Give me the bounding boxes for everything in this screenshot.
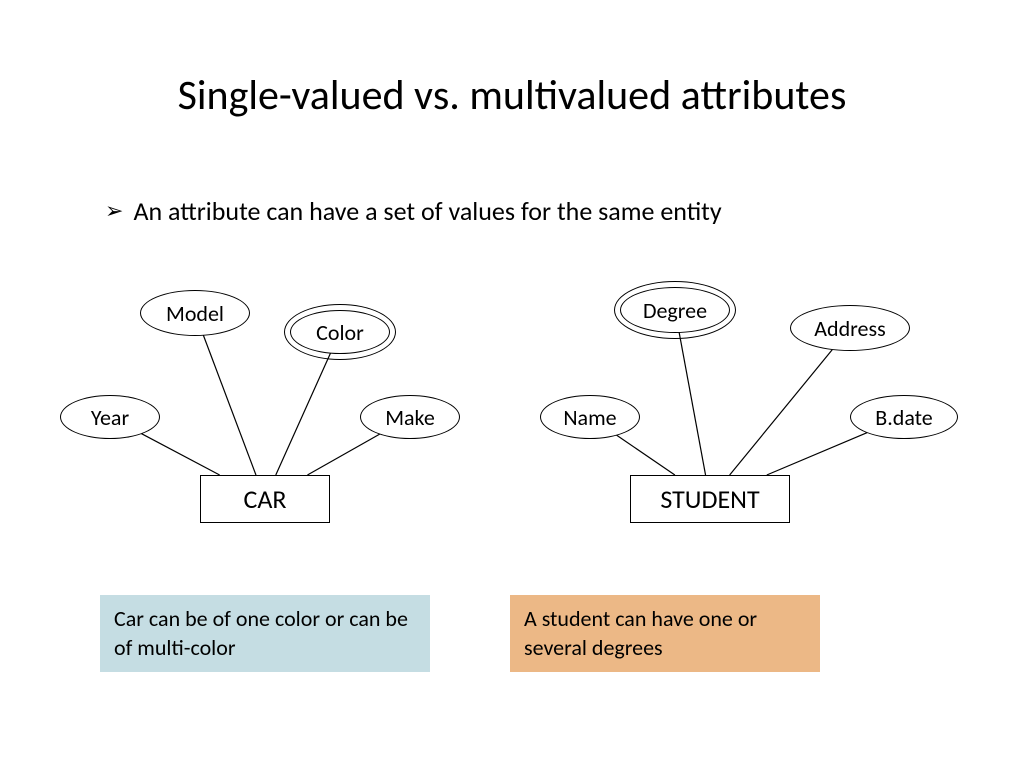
entity-label: CAR (243, 483, 286, 515)
car-attribute-color: Color (290, 310, 390, 354)
car-attribute-model: Model (140, 290, 250, 336)
attribute-label: Address (814, 315, 885, 342)
car-entity: CAR (200, 475, 330, 523)
attribute-label: Color (316, 319, 364, 346)
attribute-label: Year (91, 404, 129, 431)
attribute-label: B.date (875, 404, 933, 431)
attribute-label: Degree (643, 297, 707, 324)
note-car: Car can be of one color or can be of mul… (100, 595, 430, 672)
student-attribute-degree: Degree (620, 287, 730, 333)
note-student: A student can have one or several degree… (510, 595, 820, 672)
attribute-label: Model (166, 300, 224, 327)
student-attribute-bdate: B.date (850, 395, 958, 439)
attribute-label: Name (563, 404, 616, 431)
bullet-row: ➢ An attribute can have a set of values … (105, 195, 722, 227)
page-title: Single-valued vs. multivalued attributes (0, 70, 1024, 121)
car-attribute-make: Make (360, 395, 460, 439)
entity-label: STUDENT (660, 483, 759, 515)
student-entity: STUDENT (630, 475, 790, 523)
er-diagram-area: Year Model Color Make CAR Name Degree Address B.… (0, 265, 1024, 545)
student-attribute-address: Address (790, 305, 910, 351)
student-attribute-name: Name (540, 395, 640, 439)
car-attribute-year: Year (60, 395, 160, 439)
chevron-right-icon: ➢ (105, 200, 123, 222)
bullet-text: An attribute can have a set of values fo… (133, 195, 721, 227)
attribute-label: Make (385, 404, 435, 431)
